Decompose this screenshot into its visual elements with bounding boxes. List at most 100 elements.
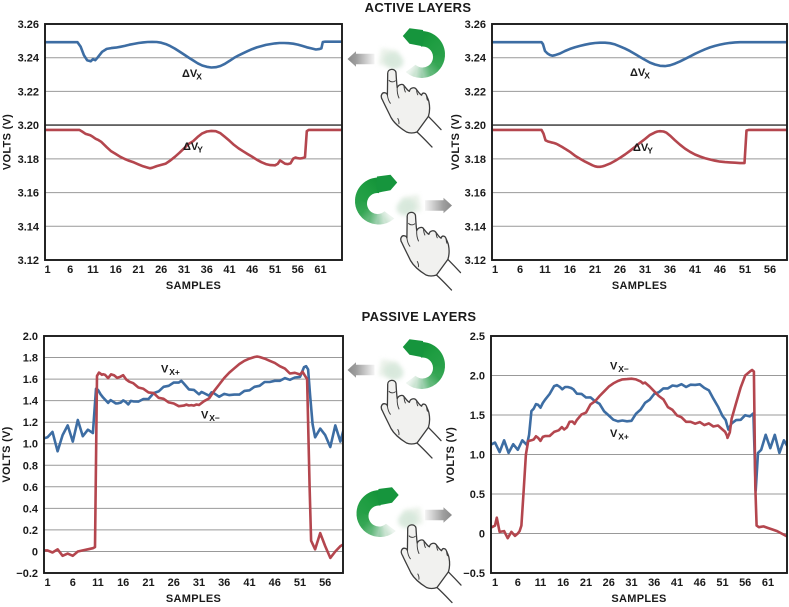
svg-text:16: 16 bbox=[110, 264, 122, 276]
svg-text:21: 21 bbox=[132, 264, 144, 276]
svg-text:SAMPLES: SAMPLES bbox=[611, 593, 666, 605]
svg-text:3.16: 3.16 bbox=[465, 188, 486, 200]
svg-text:51: 51 bbox=[269, 264, 281, 276]
svg-text:3.24: 3.24 bbox=[18, 53, 40, 65]
svg-text:2.0: 2.0 bbox=[470, 371, 485, 383]
svg-text:0: 0 bbox=[32, 547, 38, 559]
svg-text:ΔV: ΔV bbox=[630, 67, 646, 79]
svg-text:ΔV: ΔV bbox=[182, 68, 198, 80]
svg-text:61: 61 bbox=[314, 264, 326, 276]
svg-text:31: 31 bbox=[625, 577, 637, 589]
svg-text:X−: X− bbox=[209, 413, 220, 423]
svg-text:VOLTS (V): VOLTS (V) bbox=[1, 426, 13, 482]
svg-text:21: 21 bbox=[142, 577, 154, 589]
svg-text:46: 46 bbox=[694, 577, 706, 589]
svg-text:51: 51 bbox=[716, 577, 728, 589]
svg-text:VOLTS (V): VOLTS (V) bbox=[450, 114, 462, 170]
svg-text:3.18: 3.18 bbox=[465, 154, 486, 166]
svg-text:−0.5: −0.5 bbox=[463, 568, 485, 580]
svg-text:51: 51 bbox=[739, 264, 751, 276]
svg-text:1: 1 bbox=[492, 264, 498, 276]
svg-text:PASSIVE LAYERS: PASSIVE LAYERS bbox=[362, 309, 477, 324]
svg-text:11: 11 bbox=[539, 264, 551, 276]
svg-text:6: 6 bbox=[515, 577, 521, 589]
svg-text:26: 26 bbox=[603, 577, 615, 589]
svg-text:56: 56 bbox=[764, 264, 776, 276]
svg-text:2.5: 2.5 bbox=[470, 331, 485, 343]
svg-text:0.8: 0.8 bbox=[23, 460, 38, 472]
svg-text:3.14: 3.14 bbox=[465, 221, 487, 233]
svg-text:31: 31 bbox=[178, 264, 190, 276]
svg-text:3.24: 3.24 bbox=[465, 53, 487, 65]
svg-text:3.26: 3.26 bbox=[18, 19, 39, 31]
svg-text:X−: X− bbox=[618, 364, 629, 374]
svg-text:1.5: 1.5 bbox=[470, 410, 485, 422]
svg-text:1.8: 1.8 bbox=[23, 353, 38, 365]
svg-text:0.5: 0.5 bbox=[470, 489, 485, 501]
svg-text:3.20: 3.20 bbox=[18, 120, 39, 132]
svg-text:X+: X+ bbox=[618, 432, 629, 442]
svg-text:3.18: 3.18 bbox=[18, 154, 39, 166]
svg-text:46: 46 bbox=[714, 264, 726, 276]
svg-text:16: 16 bbox=[564, 264, 576, 276]
svg-text:0.4: 0.4 bbox=[23, 503, 39, 515]
svg-text:ΔV: ΔV bbox=[633, 142, 649, 154]
svg-text:16: 16 bbox=[117, 577, 129, 589]
svg-text:1: 1 bbox=[44, 577, 50, 589]
svg-text:0.6: 0.6 bbox=[23, 482, 38, 494]
svg-text:46: 46 bbox=[246, 264, 258, 276]
svg-text:36: 36 bbox=[664, 264, 676, 276]
svg-text:−0.2: −0.2 bbox=[16, 568, 38, 580]
svg-text:11: 11 bbox=[92, 577, 104, 589]
svg-text:31: 31 bbox=[639, 264, 651, 276]
svg-text:V: V bbox=[201, 410, 209, 422]
svg-text:V: V bbox=[610, 428, 618, 440]
svg-text:56: 56 bbox=[739, 577, 751, 589]
svg-text:3.22: 3.22 bbox=[465, 86, 486, 98]
svg-text:3.16: 3.16 bbox=[18, 188, 39, 200]
svg-text:26: 26 bbox=[155, 264, 167, 276]
svg-text:46: 46 bbox=[269, 577, 281, 589]
svg-text:1.6: 1.6 bbox=[23, 374, 38, 386]
svg-text:Y: Y bbox=[647, 146, 653, 156]
svg-text:36: 36 bbox=[648, 577, 660, 589]
svg-text:3.22: 3.22 bbox=[18, 86, 39, 98]
svg-text:1.4: 1.4 bbox=[23, 396, 39, 408]
svg-text:0.2: 0.2 bbox=[23, 525, 38, 537]
svg-text:1.2: 1.2 bbox=[23, 417, 38, 429]
svg-text:61: 61 bbox=[762, 577, 774, 589]
svg-text:1: 1 bbox=[492, 577, 498, 589]
svg-text:41: 41 bbox=[689, 264, 701, 276]
svg-text:6: 6 bbox=[517, 264, 523, 276]
svg-text:26: 26 bbox=[168, 577, 180, 589]
svg-text:11: 11 bbox=[87, 264, 99, 276]
svg-text:2.0: 2.0 bbox=[23, 331, 38, 343]
svg-text:V: V bbox=[161, 364, 169, 376]
svg-text:0: 0 bbox=[479, 529, 485, 541]
svg-text:21: 21 bbox=[589, 264, 601, 276]
svg-text:VOLTS (V): VOLTS (V) bbox=[445, 427, 457, 483]
svg-text:11: 11 bbox=[535, 577, 547, 589]
svg-text:41: 41 bbox=[243, 577, 255, 589]
svg-text:56: 56 bbox=[292, 264, 304, 276]
svg-text:6: 6 bbox=[67, 264, 73, 276]
svg-text:31: 31 bbox=[193, 577, 205, 589]
svg-text:VOLTS (V): VOLTS (V) bbox=[2, 114, 14, 170]
svg-text:1: 1 bbox=[44, 264, 50, 276]
svg-text:Y: Y bbox=[197, 144, 203, 154]
svg-text:SAMPLES: SAMPLES bbox=[166, 593, 221, 605]
svg-text:21: 21 bbox=[580, 577, 592, 589]
svg-text:ΔV: ΔV bbox=[183, 141, 199, 153]
svg-text:X: X bbox=[196, 72, 202, 82]
svg-text:26: 26 bbox=[614, 264, 626, 276]
svg-text:41: 41 bbox=[223, 264, 235, 276]
svg-text:51: 51 bbox=[294, 577, 306, 589]
svg-text:16: 16 bbox=[557, 577, 569, 589]
svg-text:V: V bbox=[610, 361, 618, 373]
svg-text:X: X bbox=[644, 71, 650, 81]
svg-text:1.0: 1.0 bbox=[23, 439, 38, 451]
svg-text:SAMPLES: SAMPLES bbox=[612, 280, 667, 292]
svg-text:36: 36 bbox=[201, 264, 213, 276]
svg-text:3.12: 3.12 bbox=[465, 255, 486, 267]
svg-text:ACTIVE LAYERS: ACTIVE LAYERS bbox=[365, 0, 472, 15]
